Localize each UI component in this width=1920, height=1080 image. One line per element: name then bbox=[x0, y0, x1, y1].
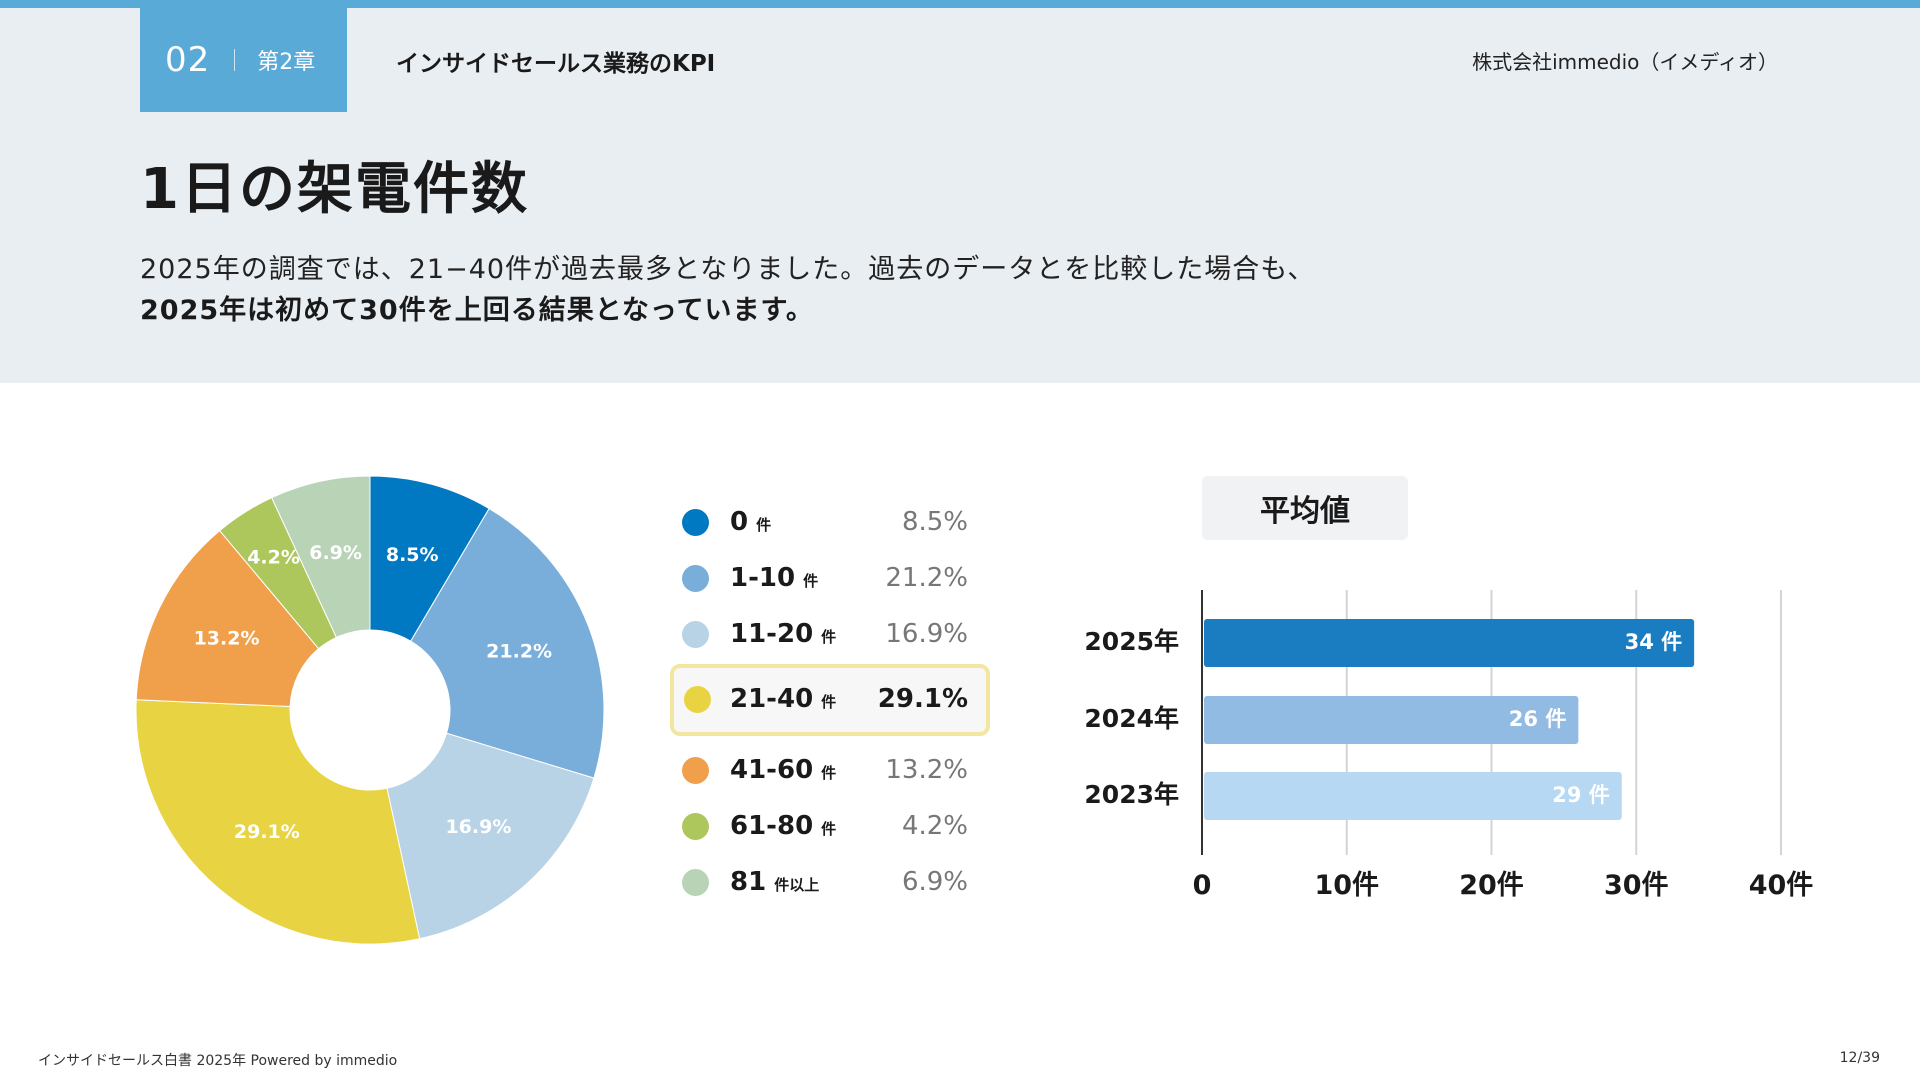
donut-slice bbox=[135, 529, 320, 708]
legend-label: 1-10 件 bbox=[730, 563, 819, 593]
x-tick-label: 10件 bbox=[1314, 870, 1379, 901]
section-title: インサイドセールス業務のKPI bbox=[396, 51, 716, 77]
bar-value-label: 29 件 bbox=[1552, 783, 1610, 807]
chapter-divider bbox=[234, 49, 236, 71]
donut-slice-label: 8.5% bbox=[386, 544, 439, 566]
legend-unit: 件 bbox=[756, 516, 772, 534]
bar bbox=[1204, 696, 1579, 744]
average-bar-chart: 0 10件 20件 30件 40件 2025年 34 件 2024年 26 件 2023年 29 件 bbox=[1084, 590, 1814, 901]
bar-category-label: 2025年 bbox=[1084, 627, 1179, 656]
legend-percent: 13.2% bbox=[885, 755, 968, 785]
legend-item: 41-60 件 13.2% bbox=[670, 742, 990, 798]
bar bbox=[1204, 619, 1695, 667]
legend-percent: 8.5% bbox=[901, 507, 968, 537]
legend-item: 0 件 8.5% bbox=[670, 494, 990, 550]
legend-percent: 21.2% bbox=[885, 563, 968, 593]
legend-item: 11-20 件 16.9% bbox=[670, 606, 990, 662]
legend-item: 61-80 件 4.2% bbox=[670, 798, 990, 854]
legend-unit: 件 bbox=[803, 572, 819, 590]
legend-item: 21-40 件 29.1% bbox=[670, 664, 990, 736]
x-tick-label: 0 bbox=[1193, 870, 1212, 901]
footer-credit: インサイドセールス白書 2025年 Powered by immedio bbox=[38, 1053, 398, 1069]
legend-swatch bbox=[682, 813, 709, 840]
legend-unit: 件 bbox=[821, 820, 837, 838]
donut-slice-label: 16.9% bbox=[445, 816, 511, 838]
legend-percent: 29.1% bbox=[877, 684, 968, 714]
bar-value-label: 34 件 bbox=[1625, 630, 1683, 654]
legend-unit: 件 bbox=[821, 764, 837, 782]
chapter-number: 02 bbox=[165, 40, 211, 80]
description-line-1: 2025年の調査では、21−40件が過去最多となりました。過去のデータとを比較し… bbox=[140, 254, 1316, 285]
legend-percent: 6.9% bbox=[901, 867, 968, 897]
legend-unit: 件 bbox=[821, 628, 837, 646]
page-number: 12/39 bbox=[1839, 1050, 1880, 1066]
chapter-badge: 02 第2章 bbox=[140, 8, 347, 112]
donut-slice-label: 6.9% bbox=[309, 542, 362, 564]
bar-value-label: 26 件 bbox=[1509, 707, 1567, 731]
donut-slice bbox=[135, 699, 421, 945]
legend-unit: 件以上 bbox=[774, 876, 820, 894]
legend-swatch bbox=[682, 869, 709, 896]
average-chart-title: 平均値 bbox=[1202, 476, 1408, 540]
legend-item: 81 件以上 6.9% bbox=[670, 854, 990, 910]
x-tick-label: 20件 bbox=[1459, 870, 1524, 901]
bar-category-label: 2023年 bbox=[1084, 780, 1179, 809]
legend-swatch bbox=[682, 509, 709, 536]
donut-slice-label: 21.2% bbox=[486, 641, 552, 663]
donut-slice-label: 13.2% bbox=[194, 628, 260, 650]
legend-swatch bbox=[684, 686, 711, 713]
donut-slice bbox=[410, 507, 605, 779]
chart-legend: 0 件 8.5% 1-10 件 21.2% 11-20 件 16.9% 21-40 件 29.1% 41… bbox=[670, 494, 990, 910]
donut-slice-label: 4.2% bbox=[247, 547, 300, 569]
legend-label: 61-80 件 bbox=[730, 811, 837, 841]
bar bbox=[1204, 772, 1622, 820]
legend-label: 21-40 件 bbox=[730, 684, 837, 714]
legend-label: 81 件以上 bbox=[730, 867, 820, 897]
chapter-label: 第2章 bbox=[257, 50, 316, 75]
legend-percent: 4.2% bbox=[901, 811, 968, 841]
legend-item: 1-10 件 21.2% bbox=[670, 550, 990, 606]
page-title: 1日の架電件数 bbox=[140, 157, 529, 222]
donut-slice bbox=[271, 475, 371, 639]
legend-unit: 件 bbox=[821, 693, 837, 711]
donut-slice-label: 29.1% bbox=[234, 821, 300, 843]
description-line-2: 2025年は初めて30件を上回る結果となっています。 bbox=[140, 295, 814, 326]
legend-percent: 16.9% bbox=[885, 619, 968, 649]
top-accent-strip bbox=[0, 0, 1920, 8]
donut-slice bbox=[386, 732, 595, 940]
legend-swatch bbox=[682, 621, 709, 648]
legend-label: 41-60 件 bbox=[730, 755, 837, 785]
x-tick-label: 30件 bbox=[1604, 870, 1669, 901]
bar-category-label: 2024年 bbox=[1084, 704, 1179, 733]
legend-swatch bbox=[682, 565, 709, 592]
x-tick-label: 40件 bbox=[1749, 870, 1814, 901]
donut-chart: 8.5% 21.2% 16.9% 29.1% 13.2% 4.2% 6.9% bbox=[135, 475, 605, 945]
legend-swatch bbox=[682, 757, 709, 784]
legend-label: 11-20 件 bbox=[730, 619, 837, 649]
company-name: 株式会社immedio（イメディオ） bbox=[1472, 50, 1778, 74]
